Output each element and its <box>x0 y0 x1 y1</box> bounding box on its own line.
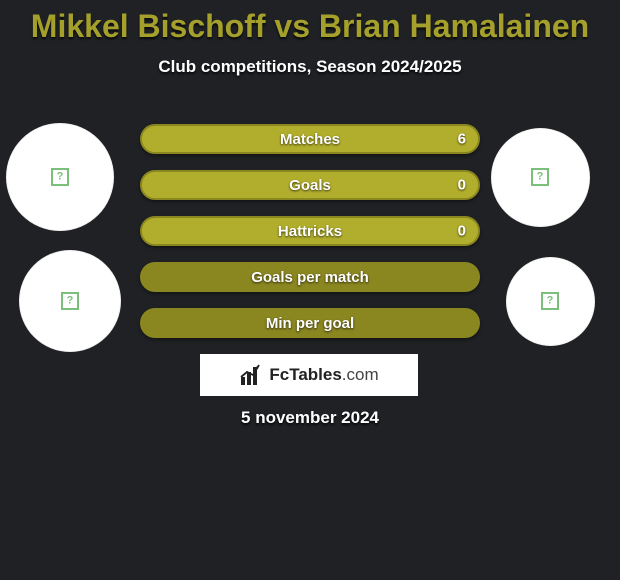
placeholder-image-icon <box>531 168 549 186</box>
logo-suffix: .com <box>342 365 379 385</box>
logo-text: FcTables.com <box>269 365 378 385</box>
stats-bars: Matches 6 Goals 0 Hattricks 0 Goals per match M… <box>140 124 480 354</box>
date-label: 5 november 2024 <box>0 408 620 428</box>
fctables-logo: FcTables.com <box>200 354 418 396</box>
stat-bar: Matches 6 <box>140 124 480 154</box>
stat-bar-value: 6 <box>458 131 466 148</box>
stat-bar-label: Matches <box>280 131 340 148</box>
logo-brand: FcTables <box>269 365 341 385</box>
avatar-bot-left <box>19 250 121 352</box>
placeholder-image-icon <box>51 168 69 186</box>
stat-bar: Hattricks 0 <box>140 216 480 246</box>
avatar-top-right <box>491 128 590 227</box>
stat-bar-label: Goals <box>289 177 331 194</box>
bars-logo-icon <box>239 363 265 387</box>
page-title: Mikkel Bischoff vs Brian Hamalainen <box>0 0 620 45</box>
stat-bar-label: Goals per match <box>251 269 369 286</box>
stat-bar-value: 0 <box>458 177 466 194</box>
stat-bar: Goals per match <box>140 262 480 292</box>
stat-bar-value: 0 <box>458 223 466 240</box>
comparison-card: Mikkel Bischoff vs Brian Hamalainen Club… <box>0 0 620 580</box>
placeholder-image-icon <box>61 292 79 310</box>
placeholder-image-icon <box>541 292 559 310</box>
stat-bar: Min per goal <box>140 308 480 338</box>
avatar-top-left <box>6 123 114 231</box>
page-subtitle: Club competitions, Season 2024/2025 <box>0 57 620 77</box>
stat-bar: Goals 0 <box>140 170 480 200</box>
stat-bar-label: Hattricks <box>278 223 342 240</box>
stat-bar-label: Min per goal <box>266 315 354 332</box>
avatar-bot-right <box>506 257 595 346</box>
